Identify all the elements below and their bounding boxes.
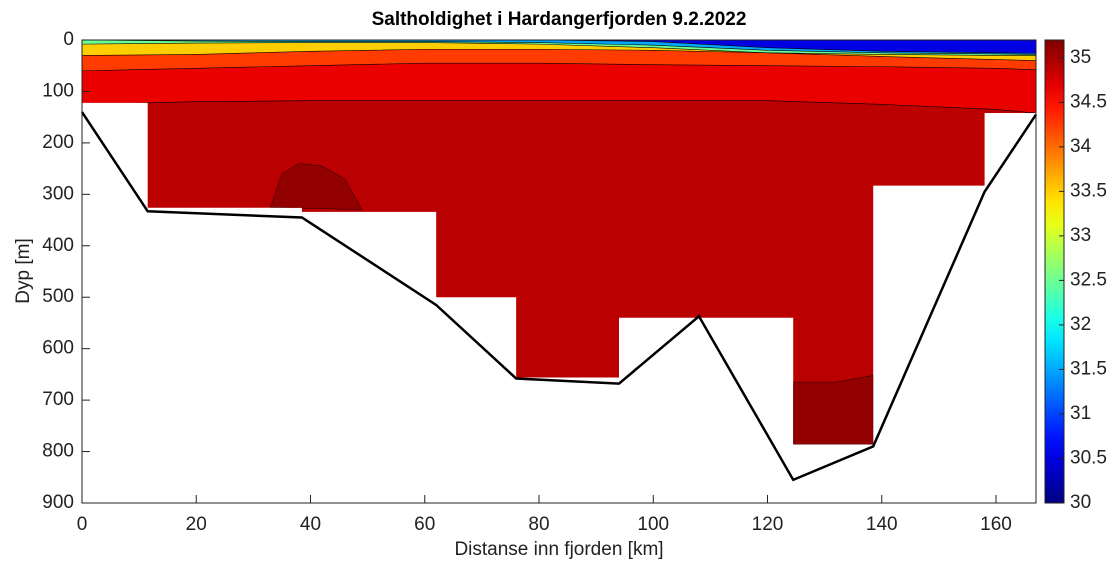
contour-line [82,42,1036,56]
colorbar-tick-label: 32 [1070,314,1091,335]
x-tick-label: 100 [637,514,669,535]
colorbar-tick-label: 32.5 [1070,269,1107,290]
contour-line [82,40,1036,54]
x-tick-label: 20 [186,514,207,535]
colorbar [1044,39,1065,504]
y-tick-label: 300 [42,183,74,204]
x-tick-label: 60 [414,514,435,535]
y-tick-label: 800 [42,441,74,462]
colorbar-tick-label: 35 [1070,47,1091,68]
colorbar-tick-label: 31.5 [1070,358,1107,379]
contour-line [82,62,1036,72]
y-tick-label: 600 [42,338,74,359]
colorbar-tick-label: 30.5 [1070,447,1107,468]
y-tick-label: 200 [42,132,74,153]
salinity-patch [270,163,363,210]
colorbar-tick-label: 33 [1070,225,1091,246]
contour-line [82,40,1036,55]
colorbar-tick-label: 30 [1070,492,1091,513]
y-tick-label: 700 [42,389,74,410]
x-tick-label: 80 [528,514,549,535]
colorbar-tick-label: 31 [1070,403,1091,424]
y-tick-label: 100 [42,80,74,101]
x-tick-label: 120 [752,514,784,535]
chart-title: Saltholdighet i Hardangerfjorden 9.2.202… [372,9,747,30]
y-tick-label: 0 [63,29,74,50]
plot-frame [81,39,1037,504]
section-fill [82,40,1036,445]
x-tick-label: 140 [866,514,898,535]
x-tick-label: 0 [77,514,88,535]
colorbar-tick-label: 33.5 [1070,180,1107,201]
y-tick-label: 900 [42,492,74,513]
x-tick-label: 160 [980,514,1012,535]
bathymetry-line [80,111,1038,482]
x-tick-label: 40 [300,514,321,535]
colorbar-tick-label: 34 [1070,136,1092,157]
y-tick-label: 500 [42,286,74,307]
contour-line [82,48,1036,61]
y-axis-label: Dyp [m] [13,238,34,303]
x-axis-label: Distanse inn fjorden [km] [454,539,663,560]
salinity-patch [793,375,874,445]
y-tick-label: 400 [42,235,74,256]
contour-line [82,100,1036,114]
base-fill [82,40,1036,445]
salinity-band [82,40,1036,54]
colorbar-tick-label: 34.5 [1070,91,1107,112]
